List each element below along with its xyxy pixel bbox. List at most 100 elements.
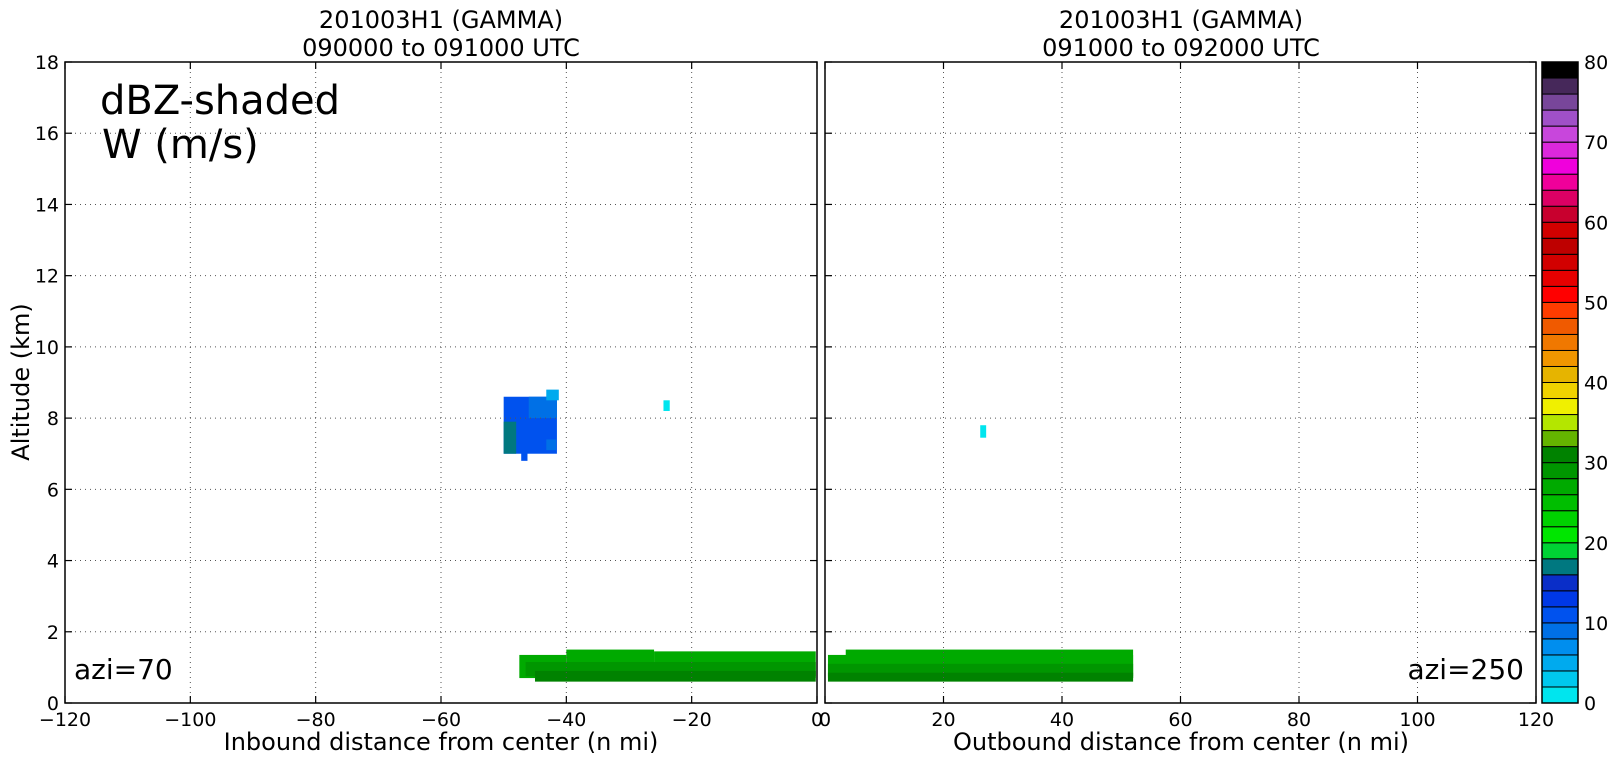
y-tick-label: 2 — [47, 622, 59, 644]
left-azimuth-label: azi=70 — [74, 653, 173, 686]
right-panel: 0 20 40 60 80 100 120 201003H1 (GAMMA) 091000 … — [819, 6, 1554, 756]
y-tick-label: 8 — [47, 408, 59, 430]
right-ticks: 0 20 40 60 80 100 120 — [819, 61, 1554, 731]
colorbar-swatch — [1541, 333, 1579, 351]
x-tick-label: −40 — [546, 709, 586, 731]
colorbar-swatch — [1541, 285, 1579, 303]
y-tick-label: 10 — [35, 337, 59, 359]
colorbar: 0 10 20 30 40 50 60 70 80 — [1541, 52, 1608, 715]
y-tick-label: 4 — [47, 551, 59, 573]
colorbar-swatch — [1541, 77, 1579, 95]
colorbar-swatch — [1541, 365, 1579, 384]
left-plot-frame — [64, 61, 818, 704]
right-heatmap-cells — [827, 425, 1134, 682]
colorbar-swatch — [1541, 526, 1579, 544]
colorbar-swatch — [1541, 141, 1579, 159]
heatmap-cell-7 — [503, 421, 517, 454]
heatmap-cell-4 — [980, 425, 987, 438]
left-title-line1: 201003H1 (GAMMA) — [319, 6, 563, 34]
colorbar-swatch — [1541, 237, 1579, 255]
colorbar-swatch — [1541, 654, 1579, 672]
x-tick-label: −80 — [296, 709, 336, 731]
colorbar-swatch — [1541, 574, 1579, 592]
x-tick-label: −60 — [421, 709, 461, 731]
colorbar-swatch — [1541, 221, 1579, 239]
colorbar-swatch — [1541, 349, 1579, 367]
colorbar-tick-label: 0 — [1584, 693, 1596, 715]
colorbar-tick-label: 60 — [1584, 212, 1608, 234]
left-heatmap-cells — [503, 389, 816, 682]
x-tick-label: 0 — [819, 709, 831, 731]
colorbar-frame — [1541, 61, 1579, 704]
x-tick-label: 60 — [1168, 709, 1192, 731]
heatmap-cell-9 — [546, 439, 557, 451]
colorbar-tick-label: 40 — [1584, 373, 1608, 395]
x-tick-label: 40 — [1050, 709, 1074, 731]
colorbar-swatch — [1541, 622, 1579, 640]
y-tick-label: 18 — [35, 52, 59, 74]
left-grid — [65, 62, 817, 703]
annotation-w-ms: W (m/s) — [102, 122, 259, 168]
left-ticks: −120 −100 −80 −60 −40 −20 0 0 2 4 6 8 10 12 14 16 18 — [35, 52, 823, 731]
colorbar-swatches — [1541, 61, 1579, 704]
colorbar-swatch — [1541, 606, 1579, 624]
heatmap-cell-11 — [663, 400, 670, 411]
colorbar-swatch — [1541, 590, 1579, 608]
right-grid — [825, 62, 1536, 703]
x-tick-label: −20 — [672, 709, 712, 731]
colorbar-swatch — [1541, 93, 1579, 111]
colorbar-swatch — [1541, 686, 1579, 704]
colorbar-ticks: 0 10 20 30 40 50 60 70 80 — [1584, 52, 1608, 715]
colorbar-tick-label: 10 — [1584, 613, 1608, 635]
heatmap-cell-10 — [521, 451, 528, 461]
x-tick-label: 100 — [1399, 709, 1435, 731]
colorbar-swatch — [1541, 638, 1579, 656]
colorbar-swatch — [1541, 478, 1579, 496]
heatmap-cell-3 — [827, 672, 1134, 682]
colorbar-swatch — [1541, 414, 1579, 432]
colorbar-swatch — [1541, 61, 1579, 79]
y-tick-label: 0 — [47, 693, 59, 715]
colorbar-tick-label: 20 — [1584, 533, 1608, 555]
x-tick-label: −120 — [39, 709, 91, 731]
colorbar-tick-label: 50 — [1584, 292, 1608, 314]
right-title-line1: 201003H1 (GAMMA) — [1059, 6, 1303, 34]
x-tick-label: 120 — [1518, 709, 1554, 731]
y-axis-label: Altitude (km) — [7, 303, 35, 460]
heatmap-cell-6 — [528, 396, 557, 419]
colorbar-swatch — [1541, 462, 1579, 480]
colorbar-tick-label: 70 — [1584, 132, 1608, 154]
colorbar-tick-label: 30 — [1584, 453, 1608, 475]
colorbar-swatch — [1541, 558, 1579, 576]
heatmap-cell-4 — [535, 670, 816, 682]
x-tick-label: 0 — [811, 709, 823, 731]
colorbar-swatch — [1541, 301, 1579, 319]
right-x-axis-label: Outbound distance from center (n mi) — [953, 728, 1409, 756]
colorbar-swatch — [1541, 398, 1579, 416]
colorbar-swatch — [1541, 205, 1579, 223]
colorbar-swatch — [1541, 173, 1579, 191]
annotation-dbz-shaded: dBZ-shaded — [100, 78, 340, 124]
colorbar-swatch — [1541, 670, 1579, 688]
colorbar-swatch — [1541, 189, 1579, 207]
colorbar-swatch — [1541, 494, 1579, 512]
right-azimuth-label: azi=250 — [1407, 653, 1524, 686]
left-title-line2: 090000 to 091000 UTC — [302, 34, 580, 62]
colorbar-swatch — [1541, 269, 1579, 287]
colorbar-swatch — [1541, 253, 1579, 271]
colorbar-swatch — [1541, 542, 1579, 560]
colorbar-swatch — [1541, 510, 1579, 528]
y-tick-label: 6 — [47, 479, 59, 501]
x-tick-label: −100 — [164, 709, 216, 731]
colorbar-swatch — [1541, 157, 1579, 175]
left-x-axis-label: Inbound distance from center (n mi) — [224, 728, 659, 756]
heatmap-cell-8 — [546, 389, 559, 401]
colorbar-swatch — [1541, 109, 1579, 127]
x-tick-label: 20 — [931, 709, 955, 731]
colorbar-swatch — [1541, 317, 1579, 335]
colorbar-swatch — [1541, 446, 1579, 464]
colorbar-tick-label: 80 — [1584, 52, 1608, 74]
x-tick-label: 80 — [1287, 709, 1311, 731]
colorbar-swatch — [1541, 125, 1579, 143]
